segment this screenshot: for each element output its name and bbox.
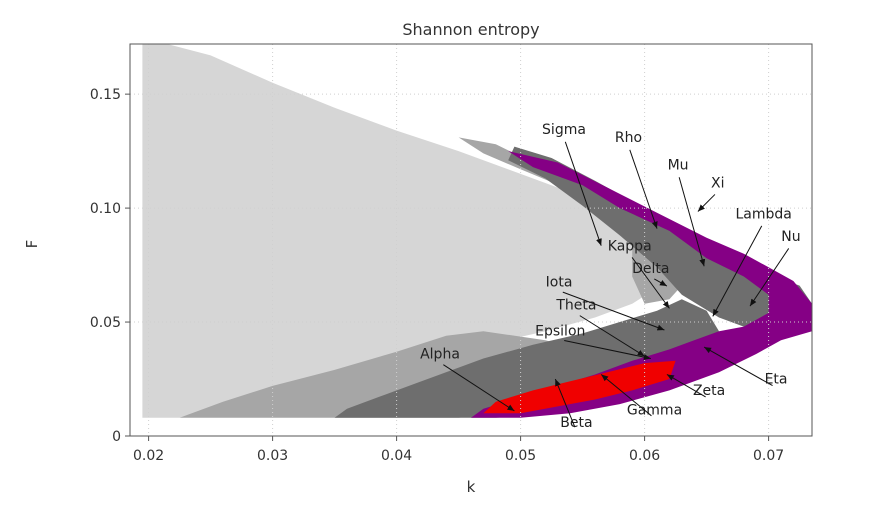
annotation-sigma: Sigma [542, 122, 586, 138]
annotation-arrow-iota [562, 291, 665, 331]
annotation-arrow-xi [697, 194, 716, 212]
annotation-arrow-kappa [631, 257, 670, 309]
x-tick-label: 0.06 [629, 448, 660, 464]
annotation-zeta: Zeta [693, 383, 725, 399]
chart-title: Shannon entropy [402, 20, 539, 39]
heatmap-regions [142, 44, 812, 418]
annotation-arrow-lambda [712, 225, 763, 317]
y-axis-title: F [23, 240, 41, 249]
annotation-nu: Nu [781, 229, 800, 245]
region-purple-upper [508, 151, 812, 345]
annotation-gamma: Gamma [627, 402, 682, 418]
x-tick-label: 0.03 [257, 448, 288, 464]
x-tick-label: 0.04 [381, 448, 412, 464]
y-tick-label: 0.15 [90, 87, 121, 103]
annotation-iota: Iota [546, 275, 573, 291]
x-tick-label: 0.05 [505, 448, 536, 464]
annotation-kappa: Kappa [608, 238, 652, 254]
annotation-arrow-alpha [443, 364, 515, 412]
x-tick-label: 0.07 [753, 448, 784, 464]
annotation-arrow-gamma [600, 374, 652, 417]
annotation-mu: Mu [668, 157, 689, 173]
x-axis-title: k [467, 478, 476, 496]
region-upper-dark [508, 146, 812, 332]
annotation-arrow-zeta [666, 374, 706, 398]
annotation-delta: Delta [632, 261, 669, 277]
annotation-lambda: Lambda [735, 206, 791, 222]
annotations: Delta Sigma Rho Mu Xi Lambda Nu Kappa Iota Theta E… [420, 122, 801, 431]
annotation-arrow-mu [678, 177, 706, 267]
annotation-epsilon: Epsilon [535, 324, 585, 340]
y-tick-label: 0.10 [90, 201, 121, 217]
y-tick-label: 0.05 [90, 315, 121, 331]
region-upper-light [142, 44, 657, 418]
y-tick-label: 0 [112, 429, 121, 445]
annotation-xi: Xi [711, 176, 724, 192]
annotation-arrow-nu [749, 248, 790, 307]
annotation-alpha: Alpha [420, 347, 460, 363]
region-red [483, 360, 676, 414]
annotation-beta: Beta [560, 415, 592, 431]
axis-ticks: 0.02 0.03 0.04 0.05 0.06 0.07 0 0.05 0.10 0.15 [90, 87, 784, 464]
x-tick-label: 0.02 [133, 448, 164, 464]
annotation-arrow-eta [703, 346, 773, 387]
plot-frame [129, 43, 813, 437]
annotation-arrow-rho [629, 149, 658, 229]
annotation-theta: Theta [555, 298, 596, 314]
annotation-arrow-theta [579, 315, 645, 357]
annotation-arrow-delta [654, 278, 668, 287]
annotation-arrow-sigma [564, 141, 602, 246]
annotation-eta: Eta [765, 372, 788, 388]
annotation-arrow-beta [554, 378, 576, 428]
annotation-arrow-epsilon [564, 340, 651, 361]
annotation-rho: Rho [615, 130, 642, 146]
